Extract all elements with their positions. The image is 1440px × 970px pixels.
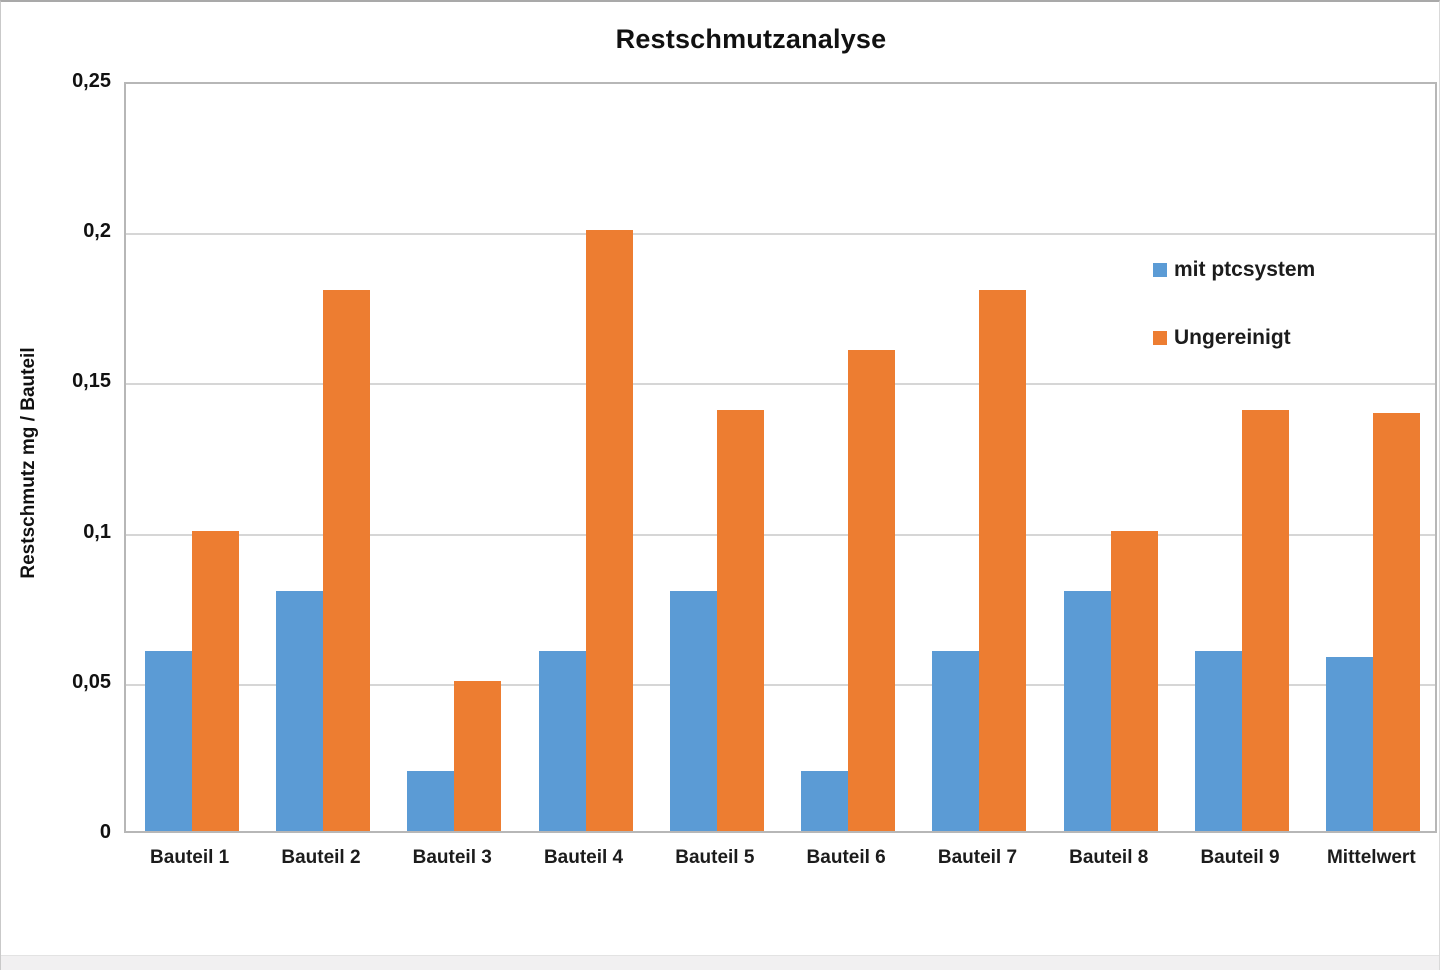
x-label-bauteil-1: Bauteil 1: [150, 847, 230, 868]
x-label-bauteil-4: Bauteil 4: [543, 847, 624, 868]
plot-area: [124, 82, 1437, 833]
gridline-0,2: [126, 233, 1435, 236]
y-tick-label: 0,2: [83, 220, 111, 243]
y-tick-label: 0,05: [72, 670, 111, 693]
bar-blue-bauteil-6: [801, 770, 849, 831]
gridline-0,15: [126, 383, 1435, 386]
bottom-edge-strip: [1, 955, 1439, 970]
x-label-bauteil-3: Bauteil 3: [412, 847, 492, 868]
bar-orange-bauteil-3: [454, 680, 502, 831]
legend-swatch-icon: [1153, 331, 1167, 345]
legend-item-mit-ptcsystem: mit ptcsystem: [1153, 258, 1315, 282]
x-label-bauteil-5: Bauteil 5: [675, 847, 755, 868]
bar-orange-bauteil-2: [322, 290, 370, 831]
legend-label: mit ptcsystem: [1174, 258, 1316, 281]
x-label-bauteil-6: Bauteil 6: [806, 847, 886, 868]
bar-orange-bauteil-5: [716, 410, 764, 831]
bar-orange-bauteil-6: [848, 350, 896, 831]
y-tick-label: 0: [99, 821, 111, 843]
y-tick-label: 0,15: [72, 370, 111, 393]
bar-blue-bauteil-4: [538, 650, 586, 831]
y-tick-label: 0,25: [72, 70, 111, 92]
bar-orange-mittelwert: [1373, 413, 1421, 831]
legend-swatch-icon: [1153, 263, 1167, 277]
x-label-bauteil-8: Bauteil 8: [1069, 847, 1149, 868]
bar-orange-bauteil-1: [191, 530, 239, 831]
bar-blue-bauteil-3: [407, 770, 455, 831]
bar-blue-bauteil-2: [275, 590, 323, 831]
bar-blue-bauteil-7: [932, 650, 980, 831]
chart-title: Restschmutzanalyse: [615, 24, 887, 54]
bar-orange-bauteil-4: [585, 230, 633, 831]
bar-orange-bauteil-8: [1110, 530, 1158, 831]
bar-blue-bauteil-5: [669, 590, 717, 831]
bar-blue-bauteil-8: [1063, 590, 1111, 831]
bar-blue-bauteil-9: [1195, 650, 1243, 831]
x-label-bauteil-7: Bauteil 7: [937, 847, 1018, 868]
gridline-0,1: [126, 533, 1435, 536]
y-axis-title: Restschmutz mg / Bauteil: [18, 347, 39, 579]
x-label-bauteil-9: Bauteil 9: [1200, 847, 1280, 868]
legend-label: Ungereinigt: [1174, 326, 1291, 349]
y-tick-label: 0,1: [83, 520, 111, 543]
x-label-mittelwert: Mittelwert: [1326, 847, 1416, 868]
bar-blue-mittelwert: [1326, 656, 1374, 831]
x-label-bauteil-2: Bauteil 2: [281, 847, 361, 868]
gridline-0,05: [126, 683, 1435, 686]
bar-blue-bauteil-1: [144, 650, 192, 831]
bar-orange-bauteil-7: [979, 290, 1027, 831]
legend-item-ungereinigt: Ungereinigt: [1153, 326, 1315, 350]
legend: mit ptcsystem Ungereinigt: [1153, 258, 1315, 394]
bar-orange-bauteil-9: [1242, 410, 1290, 831]
